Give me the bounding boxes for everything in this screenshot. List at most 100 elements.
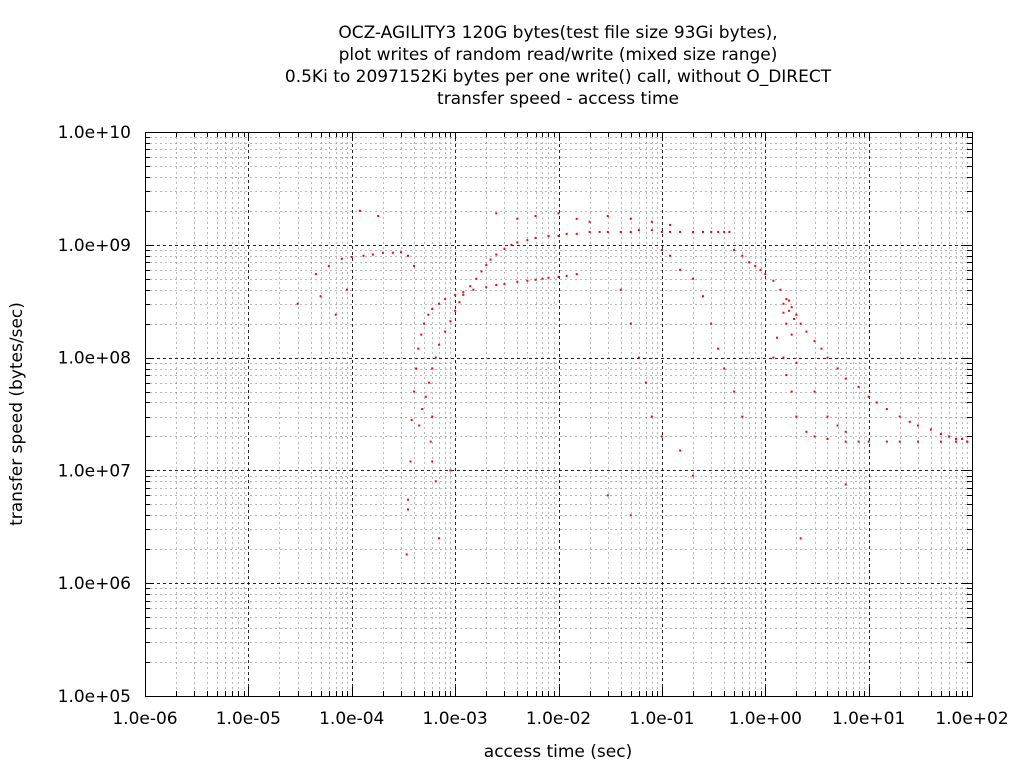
data-point [458,301,461,304]
data-point [759,268,762,271]
data-point [717,347,720,350]
data-point [885,408,888,411]
data-point [423,322,426,325]
data-point [710,322,713,325]
data-point [954,437,957,440]
data-point [669,223,672,226]
data-point [629,217,632,220]
data-point [606,494,609,497]
data-point [844,440,847,443]
data-point [813,435,816,438]
data-point [929,428,932,431]
data-point [362,254,365,257]
data-point [377,215,380,218]
data-point [660,435,663,438]
x-tick-labels: 1.0e-06 1.0e-05 1.0e-04 1.0e-03 1.0e-02 1.0e-… [112,709,1008,729]
data-point [669,230,672,233]
data-point [785,322,788,325]
data-point [660,230,663,233]
data-point [575,273,578,276]
y-tick-label: 1.0e+08 [58,349,131,369]
data-point [679,268,682,271]
data-point [340,257,343,260]
data-point [462,293,465,296]
data-point [296,302,299,305]
data-point [358,209,361,212]
data-point [406,508,409,511]
data-point [772,356,775,359]
data-point [526,239,529,242]
data-point [702,295,705,298]
data-point [948,435,951,438]
data-point [588,230,591,233]
data-point [795,415,798,418]
data-point [966,440,969,443]
data-point [669,254,672,257]
title-line-3: 0.5Ki to 2097152Ki bytes per one write()… [285,67,832,87]
data-point [371,253,374,256]
data-point [421,408,424,411]
data-point [480,270,483,273]
grid [145,132,972,697]
data-point [565,232,568,235]
data-point [410,418,413,421]
chart-title: OCZ-AGILITY3 120G bytes(test file size 9… [285,23,832,109]
data-point [782,311,785,314]
data-point [629,230,632,233]
data-point [503,282,506,285]
data-point [748,261,751,264]
data-point [805,330,808,333]
data-point [960,437,963,440]
data-point [314,273,317,276]
data-point [415,367,418,370]
data-point [334,313,337,316]
data-point [575,232,578,235]
data-point [346,288,349,291]
data-point [836,424,839,427]
data-point [782,302,785,305]
data-point [867,440,870,443]
y-tick-label: 1.0e+10 [58,123,131,143]
data-point [406,254,409,257]
data-point [434,356,437,359]
y-tick-label: 1.0e+07 [58,461,131,481]
data-point [826,437,829,440]
data-point [431,415,434,418]
data-point [844,377,847,380]
data-point [495,284,498,287]
y-tick-label: 1.0e+09 [58,236,131,256]
data-point [790,333,793,336]
data-point [619,230,622,233]
data-point [516,241,519,244]
data-point [475,277,478,280]
data-point [485,264,488,267]
data-point [431,307,434,310]
data-point [405,553,408,556]
data-point [650,229,653,232]
data-point [412,264,415,267]
data-point [702,230,705,233]
data-point [733,248,736,251]
data-point [660,248,663,251]
data-point [503,247,506,250]
data-point [381,251,384,254]
data-point [723,230,726,233]
data-point [820,347,823,350]
data-point [534,236,537,239]
data-point [898,440,901,443]
data-point [793,317,796,320]
data-point [788,299,791,302]
x-tick-label: 1.0e-06 [112,709,177,729]
data-point [485,286,488,289]
data-point [598,230,601,233]
data-point [939,433,942,436]
data-point [495,212,498,215]
data-point [429,440,432,443]
data-point [495,253,498,256]
y-tick-label: 1.0e+05 [58,687,131,707]
data-point [438,302,441,305]
y-tick-labels: 1.0e+05 1.0e+06 1.0e+07 1.0e+08 1.0e+09 1.0e+… [58,123,131,707]
data-point [431,367,434,370]
data-point [908,420,911,423]
